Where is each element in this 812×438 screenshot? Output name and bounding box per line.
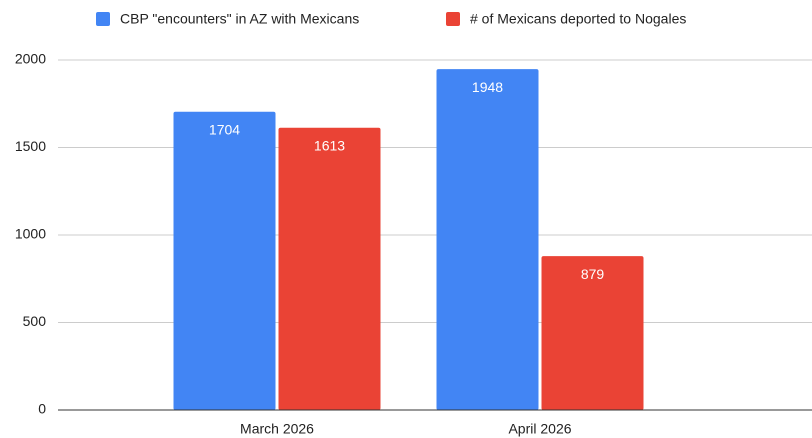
y-tick-label: 2000: [15, 51, 46, 67]
data-label: 1948: [472, 79, 503, 95]
y-tick-label: 1000: [15, 226, 46, 242]
legend-label: # of Mexicans deported to Nogales: [470, 11, 686, 27]
data-label: 1704: [209, 122, 240, 138]
y-tick-label: 500: [23, 313, 47, 329]
x-tick-label: March 2026: [240, 421, 314, 437]
x-tick-label: April 2026: [508, 421, 571, 437]
y-tick-label: 1500: [15, 138, 46, 154]
data-label: 1613: [314, 137, 345, 153]
data-label: 879: [581, 266, 605, 282]
bar: [278, 127, 381, 410]
bar: [541, 256, 644, 410]
legend-label: CBP "encounters" in AZ with Mexicans: [120, 11, 359, 27]
legend-swatch: [96, 12, 110, 26]
bar: [436, 69, 539, 410]
y-tick-label: 0: [38, 401, 46, 417]
bar: [173, 111, 276, 411]
legend-swatch: [446, 12, 460, 26]
